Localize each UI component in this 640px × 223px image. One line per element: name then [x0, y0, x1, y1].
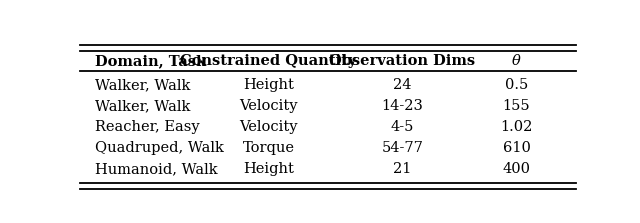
Text: Walker, Walk: Walker, Walk	[95, 78, 190, 92]
Text: 400: 400	[502, 162, 531, 176]
Text: 21: 21	[393, 162, 412, 176]
Text: 1.02: 1.02	[500, 120, 532, 134]
Text: Quadruped, Walk: Quadruped, Walk	[95, 141, 224, 155]
Text: Walker, Walk: Walker, Walk	[95, 99, 190, 113]
Text: 4-5: 4-5	[390, 120, 414, 134]
Text: 0.5: 0.5	[505, 78, 528, 92]
Text: 54-77: 54-77	[381, 141, 423, 155]
Text: Humanoid, Walk: Humanoid, Walk	[95, 162, 218, 176]
Text: Reacher, Easy: Reacher, Easy	[95, 120, 200, 134]
Text: Velocity: Velocity	[239, 99, 298, 113]
Text: 14-23: 14-23	[381, 99, 423, 113]
Text: Domain, Task: Domain, Task	[95, 54, 206, 68]
Text: θ: θ	[512, 54, 521, 68]
Text: Torque: Torque	[243, 141, 294, 155]
Text: Height: Height	[243, 162, 294, 176]
Text: 24: 24	[393, 78, 412, 92]
Text: 610: 610	[502, 141, 531, 155]
Text: Velocity: Velocity	[239, 120, 298, 134]
Text: Observation Dims: Observation Dims	[330, 54, 476, 68]
Text: Height: Height	[243, 78, 294, 92]
Text: 155: 155	[502, 99, 531, 113]
Text: Constrained Quantity: Constrained Quantity	[180, 54, 356, 68]
